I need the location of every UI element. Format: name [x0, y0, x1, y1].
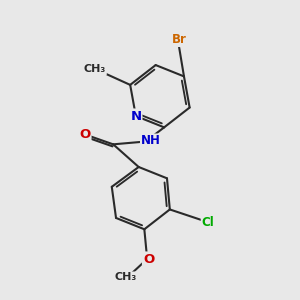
Text: CH₃: CH₃: [84, 64, 106, 74]
Text: N: N: [130, 110, 141, 122]
Text: Br: Br: [172, 33, 187, 46]
Text: O: O: [79, 128, 91, 141]
Text: NH: NH: [141, 134, 161, 147]
Text: O: O: [143, 253, 154, 266]
Text: Cl: Cl: [202, 216, 214, 229]
Text: CH₃: CH₃: [115, 272, 137, 282]
